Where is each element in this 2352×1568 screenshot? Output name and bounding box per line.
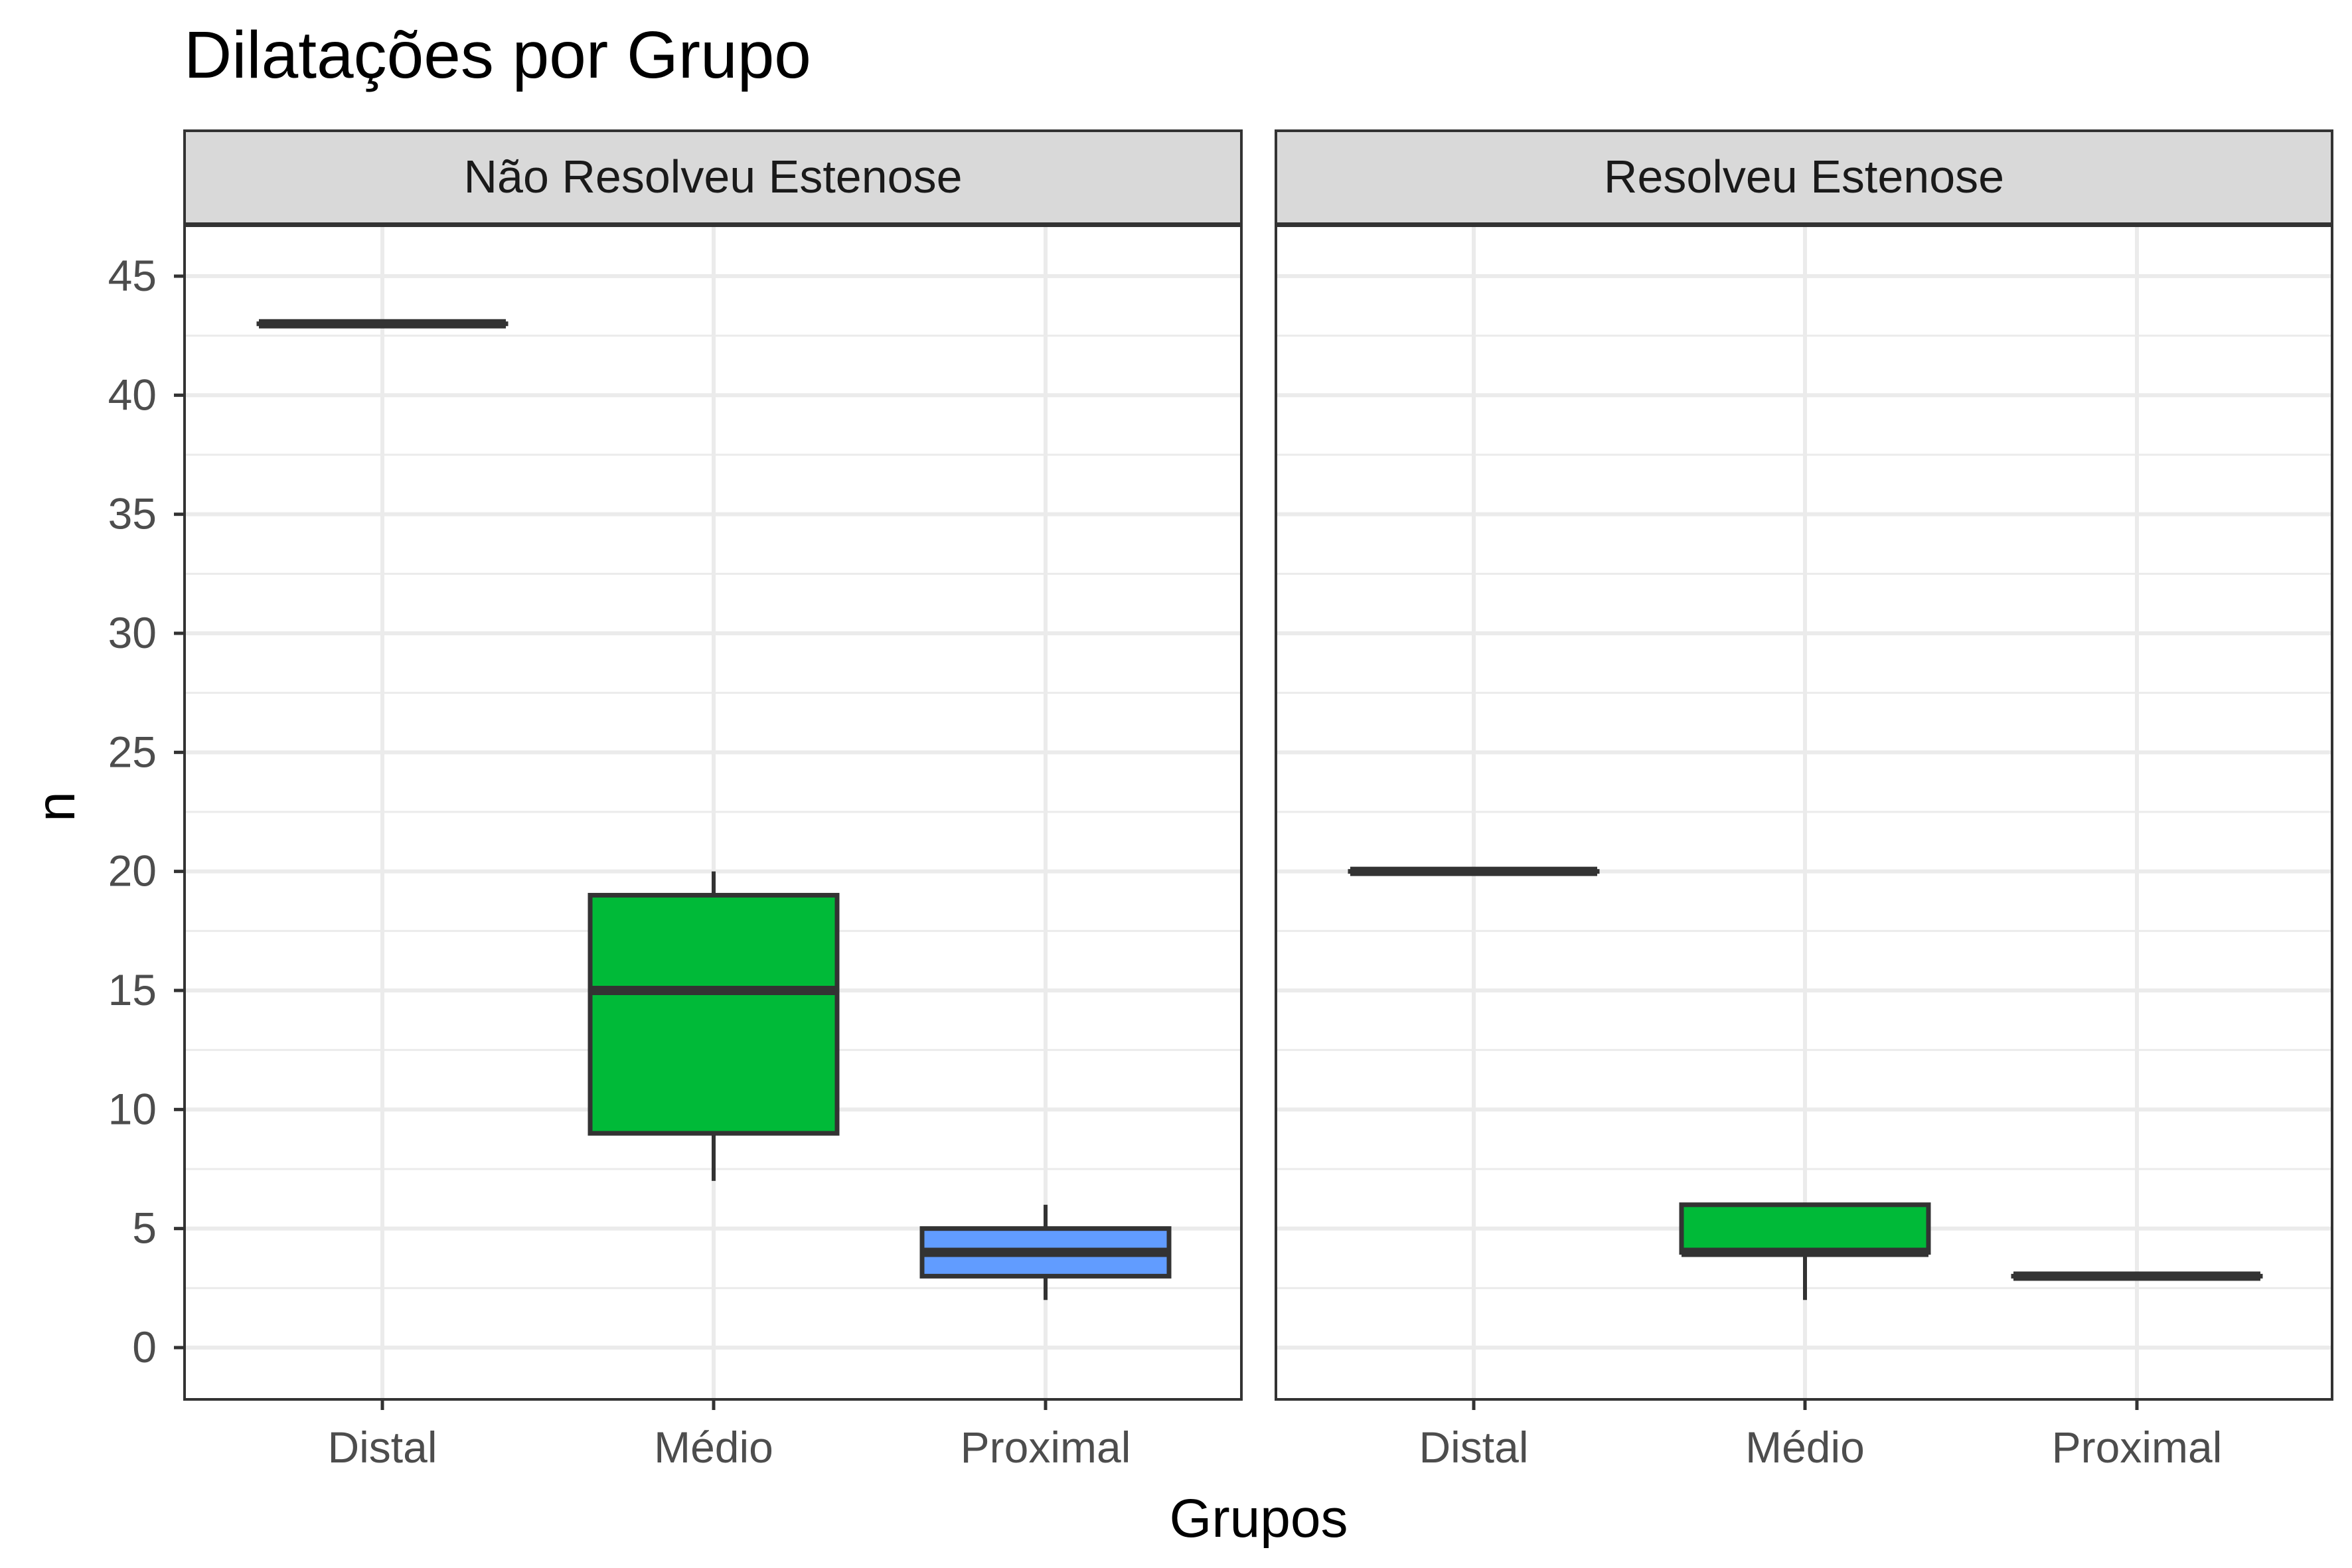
x-tick-label: Proximal — [2052, 1423, 2223, 1472]
facet-strip — [183, 129, 1243, 225]
x-tick-label: Médio — [1745, 1423, 1865, 1472]
y-tick-label: 35 — [108, 489, 157, 538]
x-axis-title: Grupos — [1170, 1488, 1348, 1549]
box-1 — [1679, 1202, 1931, 1300]
y-tick-label: 5 — [132, 1204, 157, 1253]
x-tick-label: Médio — [654, 1423, 773, 1472]
x-tick-label: Distal — [1419, 1423, 1528, 1472]
box-body — [1679, 1202, 1931, 1255]
y-tick-label: 10 — [108, 1084, 157, 1133]
y-tick-label: 15 — [108, 965, 157, 1014]
y-axis-title: n — [26, 791, 86, 822]
facet-panel: Resolveu Estenose Distal Médio Proximal — [1275, 129, 2333, 1472]
facet-strip — [1275, 129, 2333, 225]
box-2 — [919, 1204, 1172, 1300]
facet-strip-label: Não Resolveu Estenose — [464, 151, 963, 202]
box-body — [588, 893, 840, 1136]
facet-panel: Não Resolveu Estenose Distal Médio Proximal — [183, 129, 1243, 1472]
x-tick-label: Proximal — [961, 1423, 1131, 1472]
y-tick-label: 20 — [108, 846, 157, 896]
facet-strip-label: Resolveu Estenose — [1604, 151, 2004, 202]
box-1 — [588, 871, 840, 1181]
chart-title: Dilatações por Grupo — [184, 18, 811, 92]
y-tick-label: 0 — [132, 1322, 157, 1372]
y-tick-label: 25 — [108, 727, 157, 776]
x-tick-label: Distal — [327, 1423, 437, 1472]
y-tick-label: 45 — [108, 251, 157, 300]
y-tick-label: 40 — [108, 370, 157, 419]
y-tick-label: 30 — [108, 608, 157, 657]
facet-panels: 0 5 10 15 20 25 30 35 40 45 Não Resolveu Estenose D… — [108, 129, 2333, 1472]
